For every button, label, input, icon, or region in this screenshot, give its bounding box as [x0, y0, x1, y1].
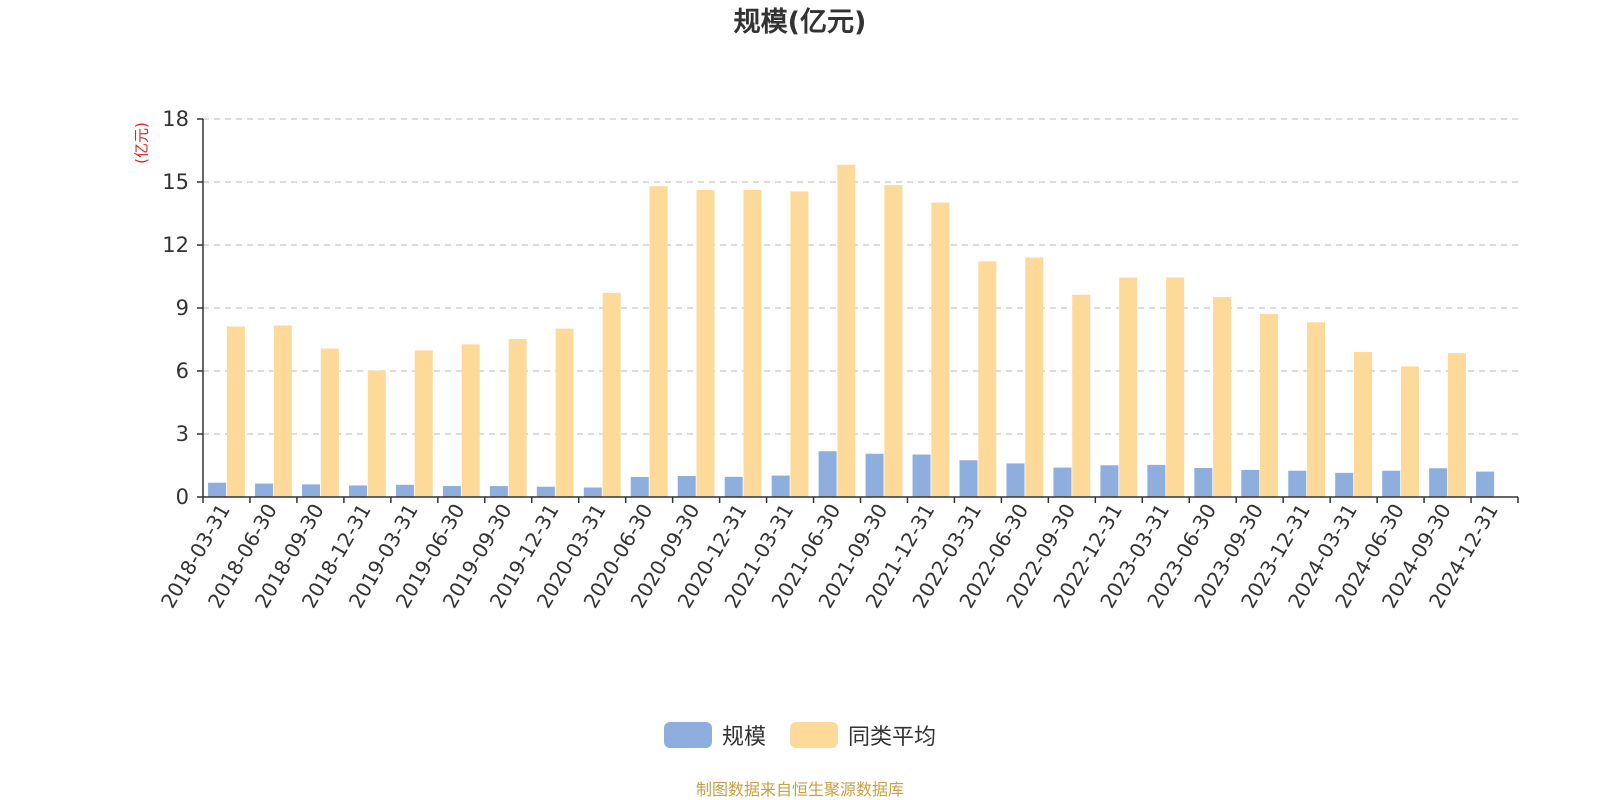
bar	[367, 370, 386, 497]
legend-label-peer-average: 同类平均	[848, 725, 937, 750]
bar	[1307, 322, 1326, 497]
bar	[273, 325, 292, 497]
bar	[395, 484, 414, 497]
bar	[1382, 470, 1401, 497]
bar	[865, 453, 884, 497]
y-tick-label: 12	[162, 233, 189, 257]
bar	[724, 476, 743, 497]
bar	[208, 482, 227, 497]
bar	[1147, 464, 1166, 497]
bar	[1400, 366, 1419, 497]
bar	[1194, 468, 1213, 497]
bar	[1166, 277, 1185, 497]
bar	[1053, 467, 1072, 497]
bar	[837, 164, 856, 497]
bar	[1072, 294, 1091, 497]
bar	[1119, 277, 1138, 497]
bar	[1447, 353, 1466, 497]
bar	[743, 189, 762, 498]
bar	[649, 186, 668, 497]
bar	[414, 350, 433, 497]
bar	[1241, 469, 1260, 497]
y-tick-label: 9	[176, 296, 189, 320]
bars	[208, 164, 1495, 498]
bar	[508, 339, 527, 497]
legend-item-scale[interactable]: 规模	[663, 719, 766, 751]
bar	[1429, 468, 1448, 497]
bar	[818, 451, 837, 497]
bar	[1025, 257, 1044, 497]
bar	[583, 487, 602, 497]
tick-labels: 03691215182018-03-312018-06-302018-09-30…	[156, 107, 1503, 612]
bar	[790, 191, 809, 497]
bar	[630, 477, 649, 497]
bar	[931, 202, 950, 497]
y-tick-label: 0	[176, 485, 189, 509]
legend-swatch-peer-average	[790, 722, 838, 748]
bar	[771, 475, 790, 497]
bar	[1260, 313, 1279, 497]
bar	[489, 486, 508, 497]
bar	[1335, 472, 1354, 497]
bar	[1476, 471, 1495, 497]
bar	[1006, 463, 1025, 497]
bar	[978, 261, 997, 497]
y-tick-label: 18	[162, 107, 189, 131]
bar	[884, 185, 903, 497]
bar	[912, 454, 931, 497]
bar	[461, 344, 480, 497]
bar	[677, 476, 696, 497]
legend-swatch-scale	[663, 722, 712, 748]
bar	[602, 292, 621, 497]
bar	[555, 328, 574, 497]
bar	[226, 326, 245, 497]
source-note: 制图数据来自恒生聚源数据库	[695, 780, 904, 799]
bar	[1354, 352, 1373, 497]
bar	[442, 486, 461, 497]
bar	[348, 485, 367, 497]
bar	[255, 483, 274, 497]
bar	[302, 484, 321, 497]
legend: 规模 同类平均	[0, 719, 1600, 751]
bar	[696, 189, 715, 498]
legend-item-peer-average[interactable]: 同类平均	[790, 719, 936, 751]
bar	[1288, 470, 1307, 497]
bar	[536, 486, 555, 497]
legend-label-scale: 规模	[721, 725, 766, 750]
chart-title: 规模(亿元)	[733, 7, 867, 38]
y-tick-label: 15	[162, 170, 189, 194]
bar	[959, 460, 978, 497]
bar	[1100, 465, 1119, 497]
y-tick-label: 3	[176, 422, 189, 446]
bar	[320, 348, 339, 497]
bar	[1213, 297, 1232, 497]
axes	[197, 118, 1519, 503]
y-tick-label: 6	[176, 359, 189, 383]
